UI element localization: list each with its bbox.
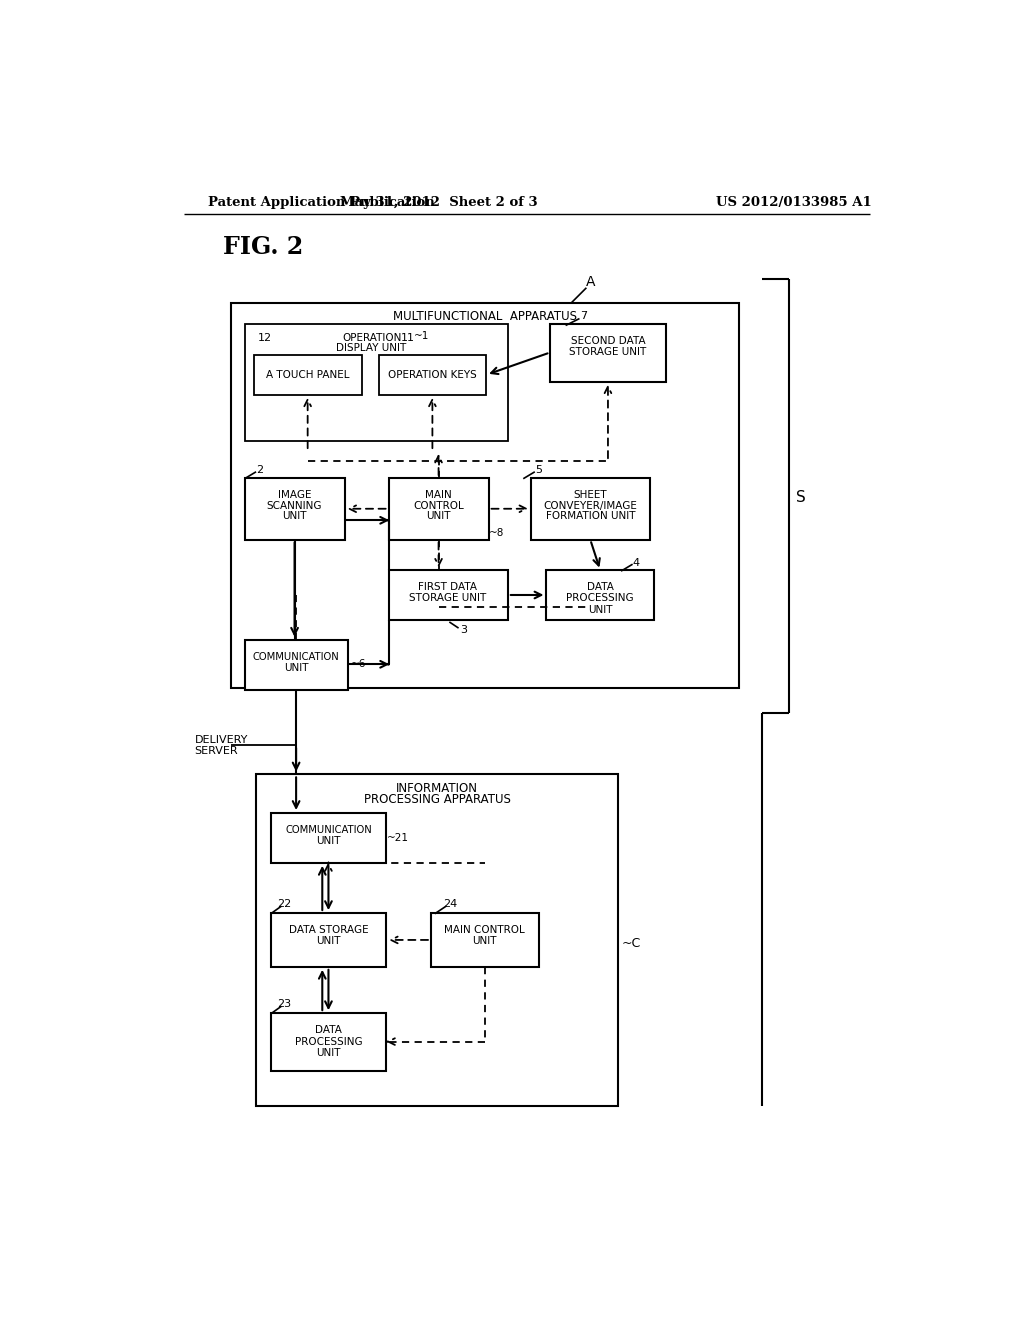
Text: PROCESSING APPARATUS: PROCESSING APPARATUS bbox=[364, 793, 510, 807]
Text: DATA: DATA bbox=[315, 1026, 342, 1035]
Bar bbox=[547, 570, 654, 620]
Text: SERVER: SERVER bbox=[195, 746, 239, 756]
Text: ~1: ~1 bbox=[414, 331, 429, 342]
Text: STORAGE UNIT: STORAGE UNIT bbox=[569, 347, 646, 358]
Text: 11: 11 bbox=[400, 333, 415, 343]
Text: 22: 22 bbox=[278, 899, 292, 908]
Text: ~C: ~C bbox=[622, 937, 641, 950]
Text: SECOND DATA: SECOND DATA bbox=[570, 335, 645, 346]
Bar bbox=[379, 355, 486, 395]
Bar bbox=[270, 813, 386, 863]
Text: FIRST DATA: FIRST DATA bbox=[418, 582, 477, 591]
Text: 5: 5 bbox=[536, 465, 542, 475]
Text: 2: 2 bbox=[256, 465, 263, 475]
Text: FIG. 2: FIG. 2 bbox=[223, 235, 303, 259]
Bar bbox=[550, 323, 666, 381]
Text: SHEET: SHEET bbox=[573, 490, 607, 500]
Text: Patent Application Publication: Patent Application Publication bbox=[208, 195, 434, 209]
Bar bbox=[270, 913, 386, 966]
Text: IMAGE: IMAGE bbox=[278, 490, 311, 500]
Bar bbox=[230, 304, 739, 688]
Text: MULTIFUNCTIONAL  APPARATUS: MULTIFUNCTIONAL APPARATUS bbox=[393, 310, 577, 323]
Text: A: A bbox=[587, 275, 596, 289]
Text: S: S bbox=[796, 490, 805, 504]
Text: UNIT: UNIT bbox=[284, 663, 308, 673]
Text: UNIT: UNIT bbox=[283, 511, 307, 521]
Bar bbox=[254, 355, 361, 395]
Text: ~6: ~6 bbox=[351, 659, 367, 669]
Text: 4: 4 bbox=[633, 557, 640, 568]
Text: 12: 12 bbox=[258, 333, 272, 343]
Text: PROCESSING: PROCESSING bbox=[295, 1036, 362, 1047]
Text: SCANNING: SCANNING bbox=[267, 500, 323, 511]
Text: INFORMATION: INFORMATION bbox=[396, 781, 478, 795]
Text: ~21: ~21 bbox=[387, 833, 409, 842]
Text: ~8: ~8 bbox=[488, 528, 504, 539]
Text: OPERATION KEYS: OPERATION KEYS bbox=[388, 370, 477, 380]
Text: UNIT: UNIT bbox=[588, 605, 612, 615]
Text: COMMUNICATION: COMMUNICATION bbox=[285, 825, 372, 834]
Bar bbox=[245, 478, 345, 540]
Text: MAIN CONTROL: MAIN CONTROL bbox=[444, 925, 525, 935]
Text: UNIT: UNIT bbox=[316, 1048, 341, 1059]
Text: OPERATION: OPERATION bbox=[342, 333, 401, 343]
Bar bbox=[431, 913, 539, 966]
Text: CONTROL: CONTROL bbox=[414, 500, 464, 511]
Text: DISPLAY UNIT: DISPLAY UNIT bbox=[337, 343, 407, 352]
Text: FORMATION UNIT: FORMATION UNIT bbox=[546, 511, 635, 521]
Text: US 2012/0133985 A1: US 2012/0133985 A1 bbox=[716, 195, 871, 209]
Text: A TOUCH PANEL: A TOUCH PANEL bbox=[266, 370, 349, 380]
Text: UNIT: UNIT bbox=[426, 511, 451, 521]
Text: DATA STORAGE: DATA STORAGE bbox=[289, 925, 369, 935]
Text: UNIT: UNIT bbox=[316, 936, 341, 946]
Bar bbox=[245, 323, 508, 441]
Text: DELIVERY: DELIVERY bbox=[195, 735, 248, 744]
Text: 23: 23 bbox=[278, 999, 292, 1008]
Text: MAIN: MAIN bbox=[425, 490, 452, 500]
Text: STORAGE UNIT: STORAGE UNIT bbox=[410, 593, 486, 603]
Text: CONVEYER/IMAGE: CONVEYER/IMAGE bbox=[544, 500, 637, 511]
Text: 7: 7 bbox=[580, 312, 587, 321]
Bar bbox=[531, 478, 650, 540]
Text: COMMUNICATION: COMMUNICATION bbox=[253, 652, 340, 661]
Text: UNIT: UNIT bbox=[316, 837, 341, 846]
Text: UNIT: UNIT bbox=[472, 936, 497, 946]
Text: May 31, 2012  Sheet 2 of 3: May 31, 2012 Sheet 2 of 3 bbox=[340, 195, 538, 209]
Bar bbox=[388, 570, 508, 620]
Bar bbox=[256, 775, 617, 1105]
Text: 3: 3 bbox=[460, 624, 467, 635]
Bar bbox=[388, 478, 488, 540]
Bar bbox=[245, 640, 348, 689]
Bar bbox=[270, 1014, 386, 1071]
Text: DATA: DATA bbox=[587, 582, 613, 591]
Text: 24: 24 bbox=[443, 899, 458, 908]
Text: PROCESSING: PROCESSING bbox=[566, 593, 634, 603]
